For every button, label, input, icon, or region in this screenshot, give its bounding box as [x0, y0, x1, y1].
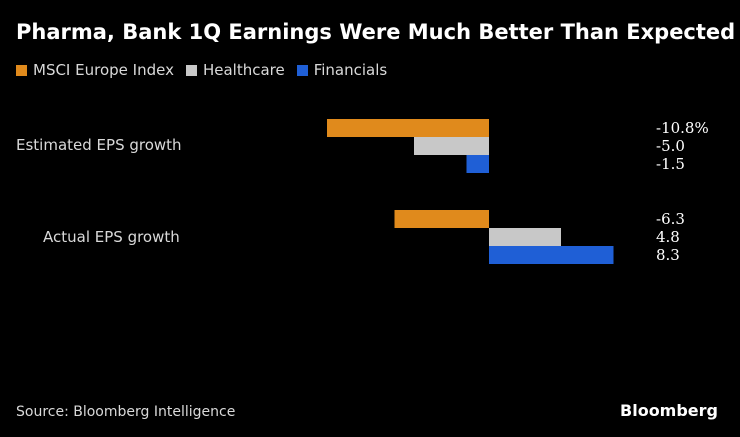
- category-label-actual: Actual EPS growth: [43, 228, 180, 246]
- legend-item-healthcare: Healthcare: [185, 61, 285, 79]
- bar-estimated-healthcare: [414, 137, 489, 155]
- source-note: Source: Bloomberg Intelligence: [16, 404, 236, 420]
- legend-label-financials: Financials: [313, 61, 388, 79]
- chart-title: Pharma, Bank 1Q Earnings Were Much Bette…: [16, 20, 736, 44]
- data-label-actual-msci: -6.3: [656, 210, 685, 228]
- legend-item-msci: MSCI Europe Index: [16, 61, 174, 79]
- bar-actual-healthcare: [489, 228, 561, 246]
- legend-swatch-msci: [16, 64, 27, 76]
- bar-estimated-financials: [466, 155, 489, 173]
- legend-item-financials: Financials: [296, 61, 388, 79]
- legend-swatch-financials: [296, 64, 308, 76]
- category-label-estimated: Estimated EPS growth: [16, 136, 182, 154]
- bar-estimated-msci: [327, 119, 489, 137]
- bloomberg-logo: Bloomberg: [620, 401, 718, 420]
- data-label-estimated-healthcare: -5.0: [656, 137, 685, 155]
- legend-swatch-healthcare: [185, 64, 197, 76]
- legend-label-healthcare: Healthcare: [202, 61, 285, 79]
- bar-actual-msci: [394, 210, 489, 228]
- data-label-estimated-msci: -10.8%: [656, 119, 709, 137]
- data-label-estimated-financials: -1.5: [656, 155, 685, 173]
- legend-label-msci: MSCI Europe Index: [33, 61, 174, 79]
- legend: MSCI Europe Index Healthcare Financials: [16, 61, 399, 79]
- data-label-actual-healthcare: 4.8: [656, 228, 680, 246]
- bar-actual-financials: [489, 246, 614, 264]
- data-label-actual-financials: 8.3: [656, 246, 680, 264]
